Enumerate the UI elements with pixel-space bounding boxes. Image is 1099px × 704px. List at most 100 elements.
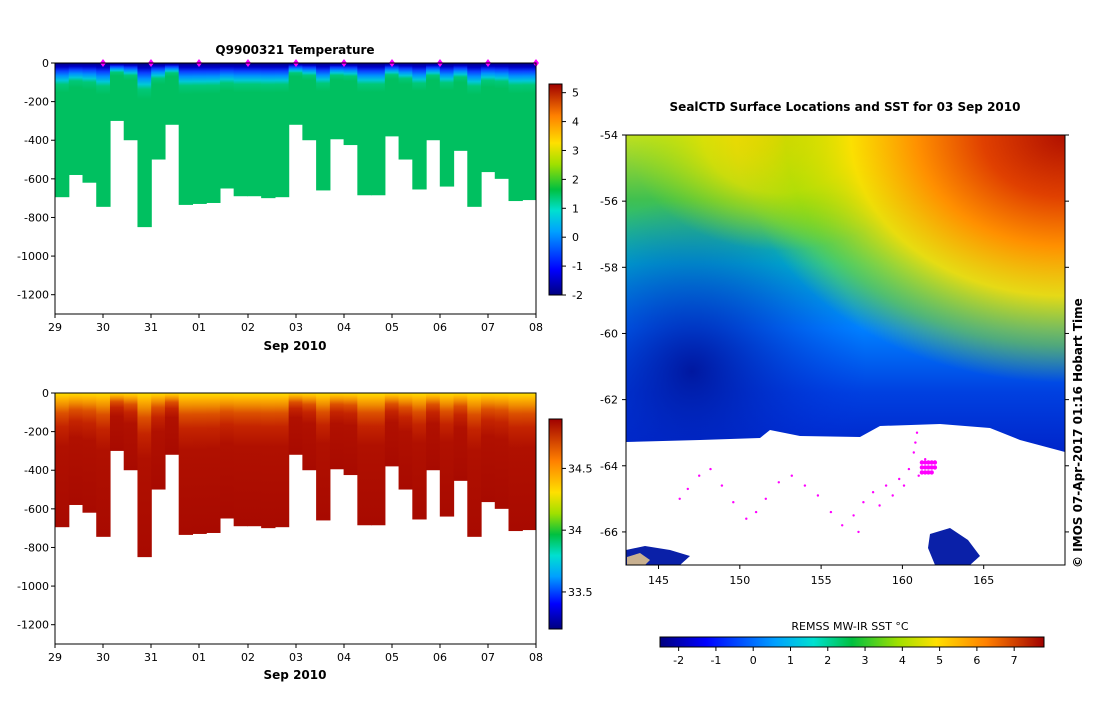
land-patch xyxy=(627,553,650,565)
salinity-y-axis: 0 -200 -400 -600 -800 -1000 -1200 xyxy=(17,387,55,632)
profile-column xyxy=(261,63,276,199)
temperature-xlabel: Sep 2010 xyxy=(264,339,327,353)
profile-column xyxy=(439,63,455,187)
sst-colorbar-tick-label: 2 xyxy=(824,654,831,667)
map-longitude-axis: 145 150 155 160 165 xyxy=(648,565,994,587)
profile-column xyxy=(164,63,180,125)
y-tick-label: -200 xyxy=(24,96,49,109)
colorbar-label: REMSS MW-IR SST °C xyxy=(791,620,909,633)
sst-colorbar xyxy=(659,636,1045,648)
temperature-profiles xyxy=(55,63,536,228)
profile-column xyxy=(522,393,536,531)
lon-tick-label: 155 xyxy=(811,574,832,587)
profile-column xyxy=(357,393,372,526)
profile-column xyxy=(96,63,111,207)
sst-map-panel: SealCTD Surface Locations and SST for 03… xyxy=(600,100,1085,667)
salinity-x-axis: 29 30 31 01 02 03 04 05 06 07 08 xyxy=(48,644,543,664)
profile-column xyxy=(219,393,235,519)
profile-column xyxy=(206,393,221,533)
x-tick-label: 03 xyxy=(289,321,303,334)
track-point xyxy=(915,431,919,434)
profile-column xyxy=(206,63,221,203)
profile-column xyxy=(508,393,523,532)
track-point xyxy=(841,524,844,527)
lat-tick-label: -62 xyxy=(600,394,618,407)
profile-column xyxy=(288,63,303,125)
temperature-x-axis: 29 30 31 01 02 03 04 05 06 07 08 xyxy=(48,314,543,334)
track-point xyxy=(764,497,767,500)
profile-column xyxy=(261,393,276,529)
profile-column xyxy=(274,63,290,198)
salinity-panel: 0 -200 -400 -600 -800 -1000 -1200 29 30 31 01 02 03… xyxy=(17,387,592,682)
profile-column xyxy=(82,63,97,183)
profile-column xyxy=(178,63,194,205)
track-point xyxy=(912,451,915,454)
x-tick-label: 08 xyxy=(529,651,543,664)
x-tick-label: 07 xyxy=(481,321,495,334)
lat-tick-label: -58 xyxy=(600,261,618,274)
sst-colorbar-tick-label: 1 xyxy=(787,654,794,667)
x-tick-label: 31 xyxy=(144,651,158,664)
track-cluster-point xyxy=(926,470,931,475)
temperature-title: Q9900321 Temperature xyxy=(215,43,374,57)
y-tick-label: -800 xyxy=(24,541,49,554)
profile-column xyxy=(426,63,441,141)
x-tick-label: 29 xyxy=(48,321,62,334)
profile-column xyxy=(55,393,70,528)
track-point xyxy=(902,484,906,487)
profile-column xyxy=(508,63,523,202)
track-cluster-point xyxy=(919,470,925,475)
profile-column xyxy=(247,63,262,197)
profile-column xyxy=(467,63,482,207)
profile-column xyxy=(233,63,248,197)
profile-column xyxy=(288,393,303,455)
track-point xyxy=(852,514,855,517)
track-point xyxy=(914,441,917,444)
y-tick-label: -1200 xyxy=(17,289,49,302)
x-tick-label: 02 xyxy=(241,651,255,664)
x-tick-label: 08 xyxy=(529,321,543,334)
temperature-colorbar-ticks: 5 4 3 2 1 0 -1 -2 xyxy=(562,87,583,302)
y-tick-label: -1200 xyxy=(17,619,49,632)
lat-tick-label: -60 xyxy=(600,327,618,340)
profile-column xyxy=(329,63,345,140)
y-tick-label: 0 xyxy=(42,57,49,70)
profile-column xyxy=(151,63,166,160)
y-tick-label: -600 xyxy=(24,503,49,516)
x-tick-label: 04 xyxy=(337,321,351,334)
profile-column xyxy=(123,393,139,471)
map-title: SealCTD Surface Locations and SST for 03… xyxy=(670,100,1021,114)
profile-column xyxy=(55,63,70,198)
profile-column xyxy=(453,63,468,151)
y-tick-label: -1000 xyxy=(17,250,49,263)
sst-colorbar-ticks: -2 -1 0 1 2 3 4 5 6 7 xyxy=(673,647,1018,667)
colorbar-tick-label: 3 xyxy=(572,144,579,157)
lat-tick-label: -64 xyxy=(600,460,618,473)
profile-column xyxy=(357,63,372,196)
profile-column xyxy=(96,393,111,537)
profile-column xyxy=(371,63,386,196)
x-tick-label: 01 xyxy=(192,321,206,334)
sst-colorbar-tick-label: 0 xyxy=(750,654,757,667)
colorbar-tick-label: 34.5 xyxy=(568,462,593,475)
profile-column xyxy=(151,393,166,490)
x-tick-label: 29 xyxy=(48,651,62,664)
track-point xyxy=(803,484,807,487)
sst-colorbar-tick-label: 6 xyxy=(973,654,980,667)
profile-column xyxy=(178,393,194,535)
x-tick-label: 05 xyxy=(385,321,399,334)
x-tick-label: 01 xyxy=(192,651,206,664)
track-cluster-point xyxy=(926,465,931,470)
sst-colorbar-tick-label: 3 xyxy=(862,654,869,667)
profile-column xyxy=(426,393,441,471)
colorbar-tick-label: -1 xyxy=(572,260,583,273)
track-point xyxy=(884,484,888,487)
profile-column xyxy=(316,63,331,191)
profile-column xyxy=(316,393,331,521)
profile-column xyxy=(494,393,510,509)
imos-watermark: © IMOS 07-Apr-2017 01:16 Hobart Time xyxy=(1071,298,1085,568)
track-cluster-point xyxy=(919,460,925,465)
track-point xyxy=(907,467,911,471)
colorbar-tick-label: -2 xyxy=(572,289,583,302)
salinity-colorbar xyxy=(548,418,563,630)
